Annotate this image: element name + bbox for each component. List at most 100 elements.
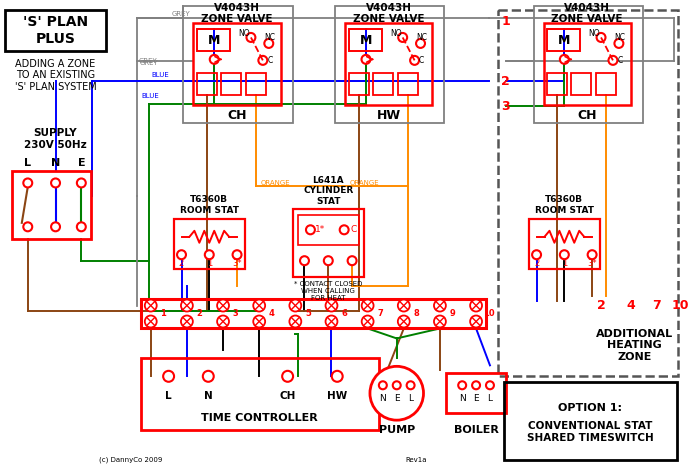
Circle shape (210, 55, 219, 64)
Circle shape (393, 381, 401, 389)
Text: 2: 2 (179, 259, 184, 268)
Circle shape (472, 381, 480, 389)
Text: BLUE: BLUE (142, 93, 159, 99)
Text: N: N (459, 394, 466, 403)
Text: GREY: GREY (140, 60, 159, 66)
Text: N: N (51, 158, 60, 168)
Bar (373, 73, 393, 95)
Text: T6360B
ROOM STAT: T6360B ROOM STAT (180, 195, 239, 215)
Text: N: N (380, 394, 386, 403)
Text: 6: 6 (341, 309, 347, 318)
Bar (504, 382, 678, 460)
Circle shape (300, 256, 309, 265)
Circle shape (588, 250, 597, 259)
Text: C: C (351, 225, 357, 234)
Text: 8: 8 (413, 309, 420, 318)
Text: 5: 5 (305, 309, 311, 318)
Text: ORANGE: ORANGE (350, 180, 380, 186)
Text: HW: HW (327, 391, 347, 401)
Text: L: L (24, 158, 31, 168)
Text: C: C (419, 56, 424, 65)
Circle shape (181, 315, 193, 328)
Bar (193, 23, 281, 105)
Circle shape (486, 381, 494, 389)
Text: M: M (359, 34, 372, 47)
Text: (c) DannyCo 2009: (c) DannyCo 2009 (99, 457, 163, 463)
Text: V4043H
ZONE VALVE: V4043H ZONE VALVE (201, 3, 273, 24)
Circle shape (416, 39, 425, 48)
Text: C: C (618, 56, 622, 65)
Bar (571, 73, 591, 95)
Text: Rev1a: Rev1a (406, 457, 427, 463)
Text: GREY: GREY (139, 58, 157, 65)
Text: 2: 2 (597, 299, 605, 312)
Text: 3*: 3* (233, 259, 242, 268)
Circle shape (362, 300, 373, 312)
Text: N: N (204, 391, 213, 401)
Text: NO: NO (589, 29, 600, 38)
Text: 1*: 1* (315, 225, 326, 234)
Circle shape (23, 222, 32, 231)
Bar (12, 171, 91, 239)
Bar (184, 6, 293, 123)
Bar (141, 358, 379, 430)
Circle shape (289, 300, 302, 312)
Text: 3*: 3* (587, 259, 597, 268)
Text: T6360B
ROOM STAT: T6360B ROOM STAT (535, 195, 594, 215)
Circle shape (51, 178, 60, 188)
Text: V4043H
ZONE VALVE: V4043H ZONE VALVE (551, 3, 623, 24)
Bar (544, 23, 631, 105)
Text: 9: 9 (450, 309, 455, 318)
Circle shape (362, 55, 371, 64)
Text: 10: 10 (671, 299, 689, 312)
Text: V4043H
ZONE VALVE: V4043H ZONE VALVE (353, 3, 424, 24)
Circle shape (398, 315, 410, 328)
Bar (221, 73, 241, 95)
Text: CONVENTIONAL STAT
SHARED TIMESWITCH: CONVENTIONAL STAT SHARED TIMESWITCH (526, 421, 653, 443)
Bar (596, 73, 616, 95)
Circle shape (398, 300, 410, 312)
Bar (197, 29, 230, 51)
Bar (246, 73, 266, 95)
Bar (141, 299, 486, 329)
Text: E: E (394, 394, 400, 403)
Bar (335, 6, 444, 123)
Circle shape (217, 300, 229, 312)
Text: 3: 3 (233, 309, 239, 318)
Circle shape (203, 371, 214, 382)
Text: 7: 7 (377, 309, 383, 318)
Circle shape (406, 381, 415, 389)
Bar (174, 219, 245, 269)
Text: NO: NO (390, 29, 402, 38)
Circle shape (560, 55, 569, 64)
Circle shape (258, 56, 267, 65)
Text: TIME CONTROLLER: TIME CONTROLLER (201, 413, 318, 423)
Text: 4: 4 (627, 299, 635, 312)
Circle shape (282, 371, 293, 382)
Circle shape (145, 300, 157, 312)
Circle shape (326, 315, 337, 328)
Circle shape (470, 300, 482, 312)
Circle shape (434, 300, 446, 312)
Text: NC: NC (264, 33, 275, 42)
Circle shape (289, 315, 302, 328)
Text: E: E (77, 158, 85, 168)
Circle shape (370, 366, 424, 420)
Circle shape (379, 381, 387, 389)
Circle shape (306, 225, 315, 234)
Text: BOILER: BOILER (453, 425, 498, 435)
Circle shape (614, 39, 623, 48)
Text: OPTION 1:: OPTION 1: (558, 403, 622, 413)
Circle shape (609, 56, 618, 65)
Bar (397, 73, 417, 95)
Circle shape (458, 381, 466, 389)
Text: PUMP: PUMP (379, 425, 415, 435)
Text: 7: 7 (652, 299, 661, 312)
Circle shape (362, 315, 373, 328)
Circle shape (264, 39, 273, 48)
Text: 4: 4 (269, 309, 275, 318)
Circle shape (77, 222, 86, 231)
Circle shape (181, 300, 193, 312)
Bar (293, 209, 364, 277)
Circle shape (233, 250, 241, 259)
